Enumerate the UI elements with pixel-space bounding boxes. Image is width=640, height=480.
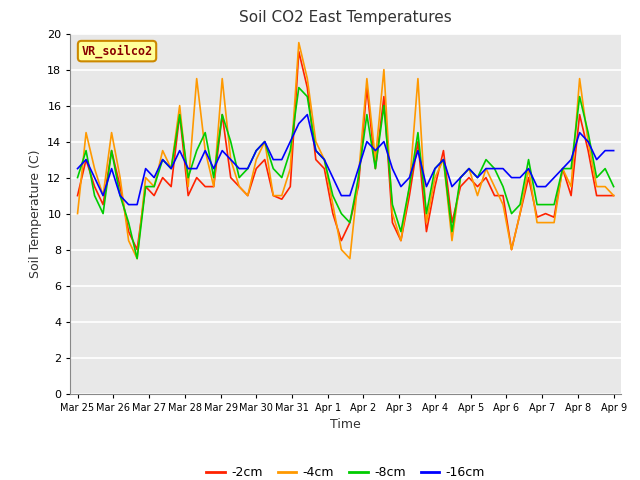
-8cm (133, 256, 141, 262)
-16cm (440, 156, 447, 162)
Title: Soil CO2 East Temperatures: Soil CO2 East Temperatures (239, 11, 452, 25)
-2cm (150, 192, 158, 199)
-8cm (610, 184, 618, 190)
-16cm (355, 166, 362, 171)
-2cm (312, 156, 319, 162)
-4cm (431, 175, 439, 180)
Line: -16cm: -16cm (77, 115, 614, 204)
-16cm (74, 166, 81, 171)
Text: VR_soilco2: VR_soilco2 (81, 44, 153, 58)
-4cm (388, 211, 396, 216)
-8cm (150, 184, 158, 190)
-8cm (440, 156, 447, 162)
-2cm (388, 220, 396, 226)
-2cm (133, 247, 141, 252)
X-axis label: Time: Time (330, 418, 361, 431)
Line: -4cm: -4cm (77, 43, 614, 259)
-4cm (312, 139, 319, 144)
-4cm (440, 156, 447, 162)
-2cm (74, 192, 81, 199)
-4cm (133, 256, 141, 262)
-16cm (312, 148, 319, 154)
-2cm (440, 148, 447, 154)
-2cm (355, 184, 362, 190)
-16cm (610, 148, 618, 154)
Legend: -2cm, -4cm, -8cm, -16cm: -2cm, -4cm, -8cm, -16cm (201, 461, 490, 480)
-2cm (431, 184, 439, 190)
-2cm (610, 192, 618, 199)
-8cm (295, 84, 303, 90)
-8cm (431, 166, 439, 171)
-8cm (312, 148, 319, 154)
-4cm (355, 175, 362, 180)
-4cm (295, 40, 303, 46)
-4cm (74, 211, 81, 216)
-16cm (150, 175, 158, 180)
Y-axis label: Soil Temperature (C): Soil Temperature (C) (29, 149, 42, 278)
Line: -2cm: -2cm (77, 51, 614, 250)
-4cm (150, 184, 158, 190)
-16cm (125, 202, 132, 207)
-8cm (74, 175, 81, 180)
-16cm (431, 166, 439, 171)
-16cm (388, 166, 396, 171)
-4cm (610, 192, 618, 199)
-8cm (355, 175, 362, 180)
Line: -8cm: -8cm (77, 87, 614, 259)
-16cm (303, 112, 311, 118)
-2cm (295, 48, 303, 54)
-8cm (388, 202, 396, 207)
